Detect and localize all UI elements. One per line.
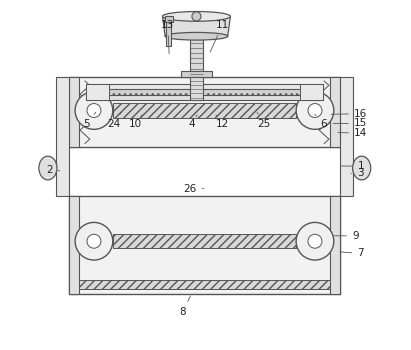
Text: 16: 16 (331, 108, 367, 119)
Bar (85, 89, 323, 95)
Text: 25: 25 (257, 112, 271, 130)
Bar (190, 37, 203, 77)
Polygon shape (163, 18, 230, 36)
Bar (166, 20, 171, 46)
Text: 4: 4 (188, 115, 197, 130)
Bar (69, 196, 340, 294)
Bar (330, 77, 340, 147)
Bar (85, 95, 323, 100)
Circle shape (87, 234, 101, 248)
Text: 3: 3 (351, 168, 364, 178)
Circle shape (75, 92, 113, 130)
Circle shape (87, 104, 101, 118)
Bar (330, 196, 340, 294)
Ellipse shape (165, 33, 228, 40)
Circle shape (192, 12, 201, 21)
Text: 2: 2 (46, 165, 60, 175)
Circle shape (296, 92, 334, 130)
Text: 8: 8 (180, 296, 190, 317)
Ellipse shape (162, 12, 231, 21)
Text: 12: 12 (216, 115, 229, 130)
Bar (181, 71, 212, 77)
Text: 24: 24 (108, 112, 121, 130)
Bar (190, 77, 203, 100)
Text: 14: 14 (338, 128, 367, 138)
Text: 6: 6 (315, 114, 327, 130)
Circle shape (308, 234, 322, 248)
Text: 26: 26 (184, 184, 204, 194)
Bar (69, 77, 340, 147)
Bar (69, 196, 79, 294)
Ellipse shape (39, 156, 57, 180)
Bar (113, 103, 296, 118)
Text: 13: 13 (161, 20, 175, 54)
Circle shape (308, 104, 322, 118)
Bar (56, 77, 69, 196)
Bar (165, 16, 173, 22)
Bar (85, 84, 323, 89)
Text: 9: 9 (333, 231, 359, 241)
Text: 15: 15 (333, 118, 367, 128)
Bar (79, 280, 330, 289)
Bar (85, 84, 109, 100)
Text: 11: 11 (210, 20, 229, 52)
Bar (340, 77, 353, 196)
Text: 10: 10 (129, 115, 142, 130)
Ellipse shape (353, 156, 371, 180)
Bar (300, 84, 323, 100)
Bar (113, 234, 296, 248)
Circle shape (75, 222, 113, 260)
Text: 7: 7 (340, 248, 364, 258)
Text: 5: 5 (84, 112, 96, 130)
Text: 1: 1 (342, 161, 364, 171)
Circle shape (296, 222, 334, 260)
Bar (69, 77, 79, 147)
